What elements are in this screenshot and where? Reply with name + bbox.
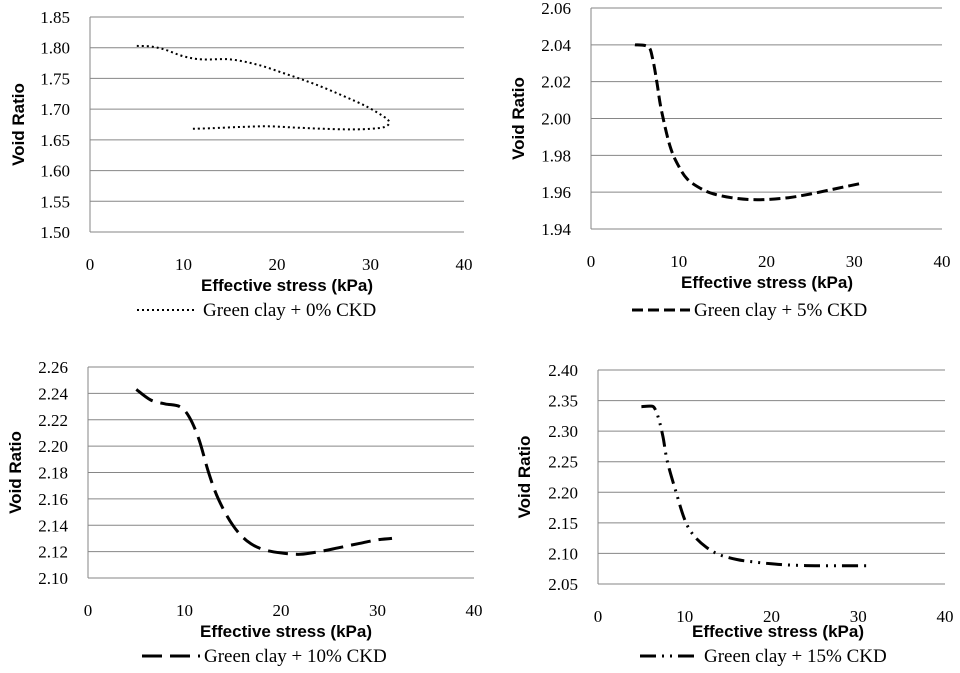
series-line: [135, 388, 393, 556]
y-tick-label: 2.14: [38, 516, 68, 535]
y-tick-label: 2.02: [541, 73, 571, 92]
y-tick-label: 2.18: [38, 464, 68, 483]
y-tick-label: 1.60: [40, 162, 70, 181]
y-tick-label: 2.00: [541, 110, 571, 129]
y-tick-label: 1.94: [541, 220, 571, 239]
y-tick-label: 2.30: [548, 422, 578, 441]
y-tick-label: 2.25: [548, 453, 578, 472]
x-tick-label: 40: [456, 255, 473, 274]
x-axis-title: Effective stress (kPa): [201, 276, 373, 295]
y-tick-label: 1.55: [40, 192, 70, 211]
legend-label: Green clay + 10% CKD: [204, 646, 387, 667]
y-tick-label: 2.05: [548, 575, 578, 594]
y-tick-label: 2.06: [541, 0, 571, 18]
y-tick-label: 2.10: [38, 569, 68, 588]
x-tick-label: 10: [676, 607, 693, 626]
x-axis-title: Effective stress (kPa): [200, 622, 372, 641]
series-line: [641, 404, 867, 568]
x-tick-label: 10: [176, 601, 193, 620]
y-tick-label: 1.80: [40, 39, 70, 58]
x-tick-label: 30: [369, 601, 386, 620]
y-tick-label: 2.15: [548, 514, 578, 533]
y-tick-label: 1.70: [40, 100, 70, 119]
x-tick-label: 40: [934, 252, 951, 271]
x-axis-title: Effective stress (kPa): [681, 273, 853, 292]
chart-panel-15pct-ckd: 2.05 2.10 2.15 2.20 2.25 2.30 2.35 2.40 0 10 20 30 4…: [515, 361, 954, 667]
y-tick-label: 2.20: [38, 437, 68, 456]
y-tick-label: 1.98: [541, 146, 571, 165]
legend-label: Green clay + 0% CKD: [203, 300, 376, 321]
y-axis-title: Void Ratio: [9, 83, 28, 166]
y-tick-label: 2.35: [548, 392, 578, 411]
legend-label: Green clay + 5% CKD: [694, 300, 867, 321]
x-tick-label: 30: [362, 255, 379, 274]
x-tick-label: 0: [587, 252, 596, 271]
x-tick-label: 30: [850, 607, 867, 626]
y-tick-label: 1.85: [40, 8, 70, 27]
x-tick-label: 40: [937, 607, 954, 626]
x-tick-label: 0: [84, 601, 93, 620]
x-tick-label: 20: [763, 607, 780, 626]
x-tick-label: 20: [758, 252, 775, 271]
y-tick-label: 1.96: [541, 183, 571, 202]
legend-label: Green clay + 15% CKD: [704, 646, 887, 667]
y-tick-label: 2.04: [541, 36, 571, 55]
series-line: [136, 44, 391, 131]
chart-panel-5pct-ckd: 1.94 1.96 1.98 2.00 2.02 2.04 2.06 0 10 20 30 40 Eff…: [509, 0, 951, 321]
chart-panel-0pct-ckd: 1.50 1.55 1.60 1.65 1.70 1.75 1.80 1.85 0 10 20 30 4…: [9, 8, 473, 321]
y-tick-label: 1.50: [40, 223, 70, 242]
x-tick-label: 10: [670, 252, 687, 271]
y-tick-label: 2.10: [548, 544, 578, 563]
x-axis-title: Effective stress (kPa): [692, 622, 864, 641]
x-tick-label: 20: [269, 255, 286, 274]
y-tick-label: 2.24: [38, 384, 68, 403]
x-tick-label: 20: [273, 601, 290, 620]
x-tick-label: 0: [86, 255, 95, 274]
x-tick-label: 40: [466, 601, 483, 620]
y-tick-label: 2.16: [38, 490, 68, 509]
y-tick-label: 2.20: [548, 483, 578, 502]
y-tick-label: 2.12: [38, 543, 68, 562]
series-line: [634, 43, 864, 202]
y-axis-title: Void Ratio: [6, 431, 25, 514]
y-tick-label: 2.22: [38, 411, 68, 430]
chart-panel-10pct-ckd: 2.10 2.12 2.14 2.16 2.18 2.20 2.22 2.24 2.26 0 10 2…: [6, 358, 483, 667]
y-axis-title: Void Ratio: [515, 436, 534, 519]
x-tick-label: 30: [846, 252, 863, 271]
y-tick-label: 1.65: [40, 131, 70, 150]
y-tick-label: 1.75: [40, 69, 70, 88]
y-tick-label: 2.26: [38, 358, 68, 377]
x-tick-label: 10: [175, 255, 192, 274]
y-axis-title: Void Ratio: [509, 77, 528, 160]
y-tick-label: 2.40: [548, 361, 578, 380]
x-tick-label: 0: [594, 607, 603, 626]
